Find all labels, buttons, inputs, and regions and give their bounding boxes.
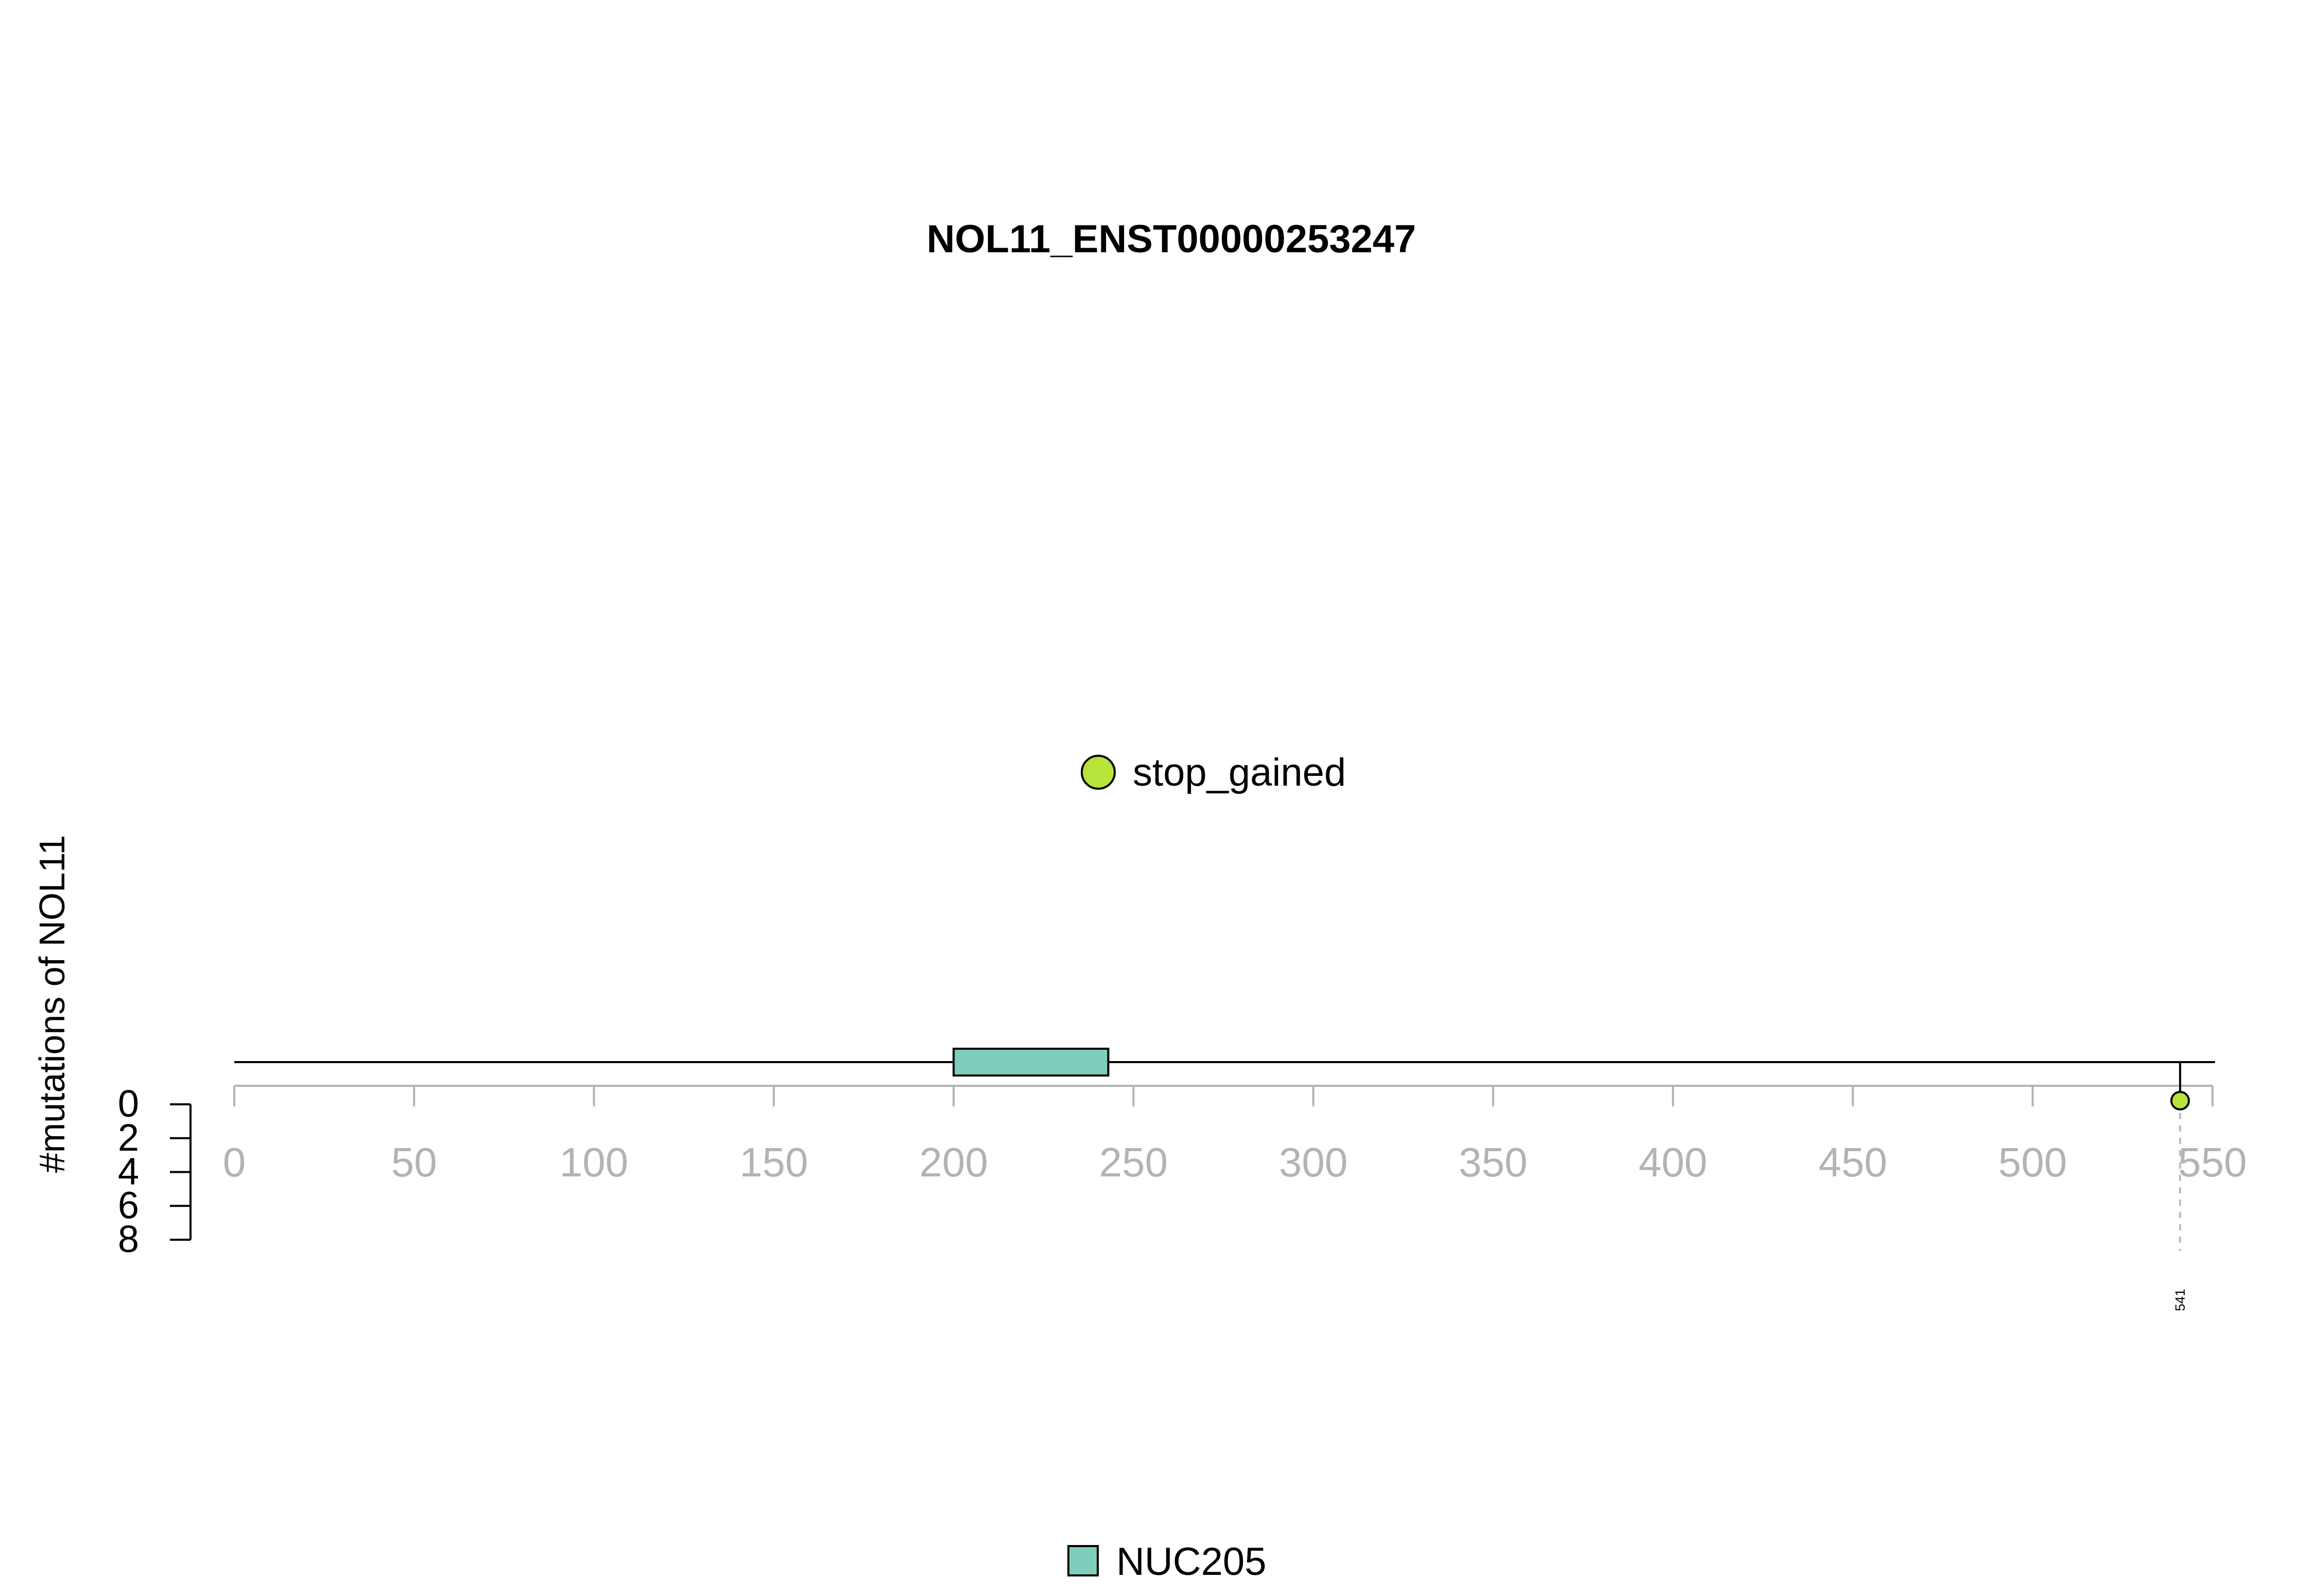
legend-label-NUC205: NUC205 (1116, 1540, 1266, 1584)
y-tick-label-8: 8 (118, 1218, 139, 1260)
mutation-label-541: 541 (2172, 1289, 2188, 1311)
x-axis: 0 50 100 150 200 250 300 350 400 450 500 550 (223, 1085, 2247, 1185)
x-tick-label-300: 300 (1279, 1139, 1347, 1185)
legend-label-stop_gained: stop_gained (1133, 751, 1346, 794)
x-tick-label-250: 250 (1099, 1139, 1168, 1185)
x-tick-label-400: 400 (1638, 1139, 1707, 1185)
domain-NUC205 (953, 1048, 1110, 1077)
x-tick-label-100: 100 (560, 1139, 628, 1185)
y-tick-label-2: 2 (118, 1116, 139, 1159)
legend-marker-stop_gained (1081, 755, 1116, 790)
chart-title: NOL11_ENST00000253247 (927, 217, 1416, 261)
domain-legend: NUC205 (1067, 1540, 1266, 1584)
x-tick-label-550: 550 (2178, 1139, 2246, 1185)
mutation-point-541 (2170, 1090, 2190, 1111)
x-tick-label-150: 150 (739, 1139, 808, 1185)
x-tick-label-450: 450 (1819, 1139, 1887, 1185)
legend-swatch-NUC205 (1067, 1545, 1099, 1576)
y-tick-label-4: 4 (118, 1150, 139, 1193)
y-tick-label-0: 0 (118, 1082, 139, 1125)
y-tick-label-6: 6 (118, 1184, 139, 1226)
x-tick-label-500: 500 (1998, 1139, 2067, 1185)
y-axis-label: #mutations of NOL11 (32, 835, 72, 1173)
protein-backbone (234, 1048, 2215, 1077)
x-tick-label-350: 350 (1459, 1139, 1527, 1185)
mutation-type-legend: stop_gained (1081, 751, 1346, 794)
x-tick-label-200: 200 (919, 1139, 988, 1185)
mutation-lollipops: 541 (2170, 1062, 2190, 1311)
x-tick-label-50: 50 (391, 1139, 437, 1185)
x-tick-label-0: 0 (223, 1139, 246, 1185)
